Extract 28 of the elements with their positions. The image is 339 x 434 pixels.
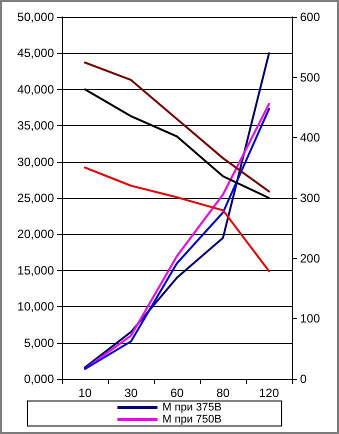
y-tick-label: 20,000: [17, 227, 54, 242]
legend-label: M при 750В: [162, 414, 222, 426]
y-tick-label: 25,000: [17, 191, 54, 205]
x-tick-label: 30: [124, 386, 138, 400]
x-tick-label: 10: [78, 386, 92, 400]
y-tick-label: 45,000: [17, 46, 54, 60]
x-tick-label: 60: [170, 386, 184, 400]
y-tick-label: 30,000: [17, 154, 54, 169]
x-tick-label: 80: [216, 386, 230, 400]
y-tick-label: 5,000: [24, 336, 54, 350]
line-series: [84, 166, 270, 272]
line-series: [84, 52, 270, 368]
y2-tick-label: 500: [300, 70, 320, 84]
y-tick-label: 10,000: [17, 300, 54, 314]
line-series: [84, 62, 270, 192]
x-tick-label: 120: [258, 386, 280, 400]
legend-label: M при 375В: [162, 402, 222, 414]
y2-tick-label: 400: [300, 130, 320, 145]
y-tick-label: 40,000: [17, 82, 54, 96]
y-tick-label: 35,000: [17, 118, 54, 133]
y-tick-label: 0,000: [24, 372, 54, 386]
y2-tick-label: 200: [300, 251, 320, 266]
y-tick-label: 50,000: [17, 10, 54, 24]
y-tick-label: 15,000: [17, 263, 54, 278]
y2-tick-label: 600: [300, 10, 320, 24]
y2-tick-label: 300: [300, 191, 320, 205]
y2-tick-label: 100: [300, 312, 320, 326]
y2-tick-label: 0: [300, 372, 307, 386]
